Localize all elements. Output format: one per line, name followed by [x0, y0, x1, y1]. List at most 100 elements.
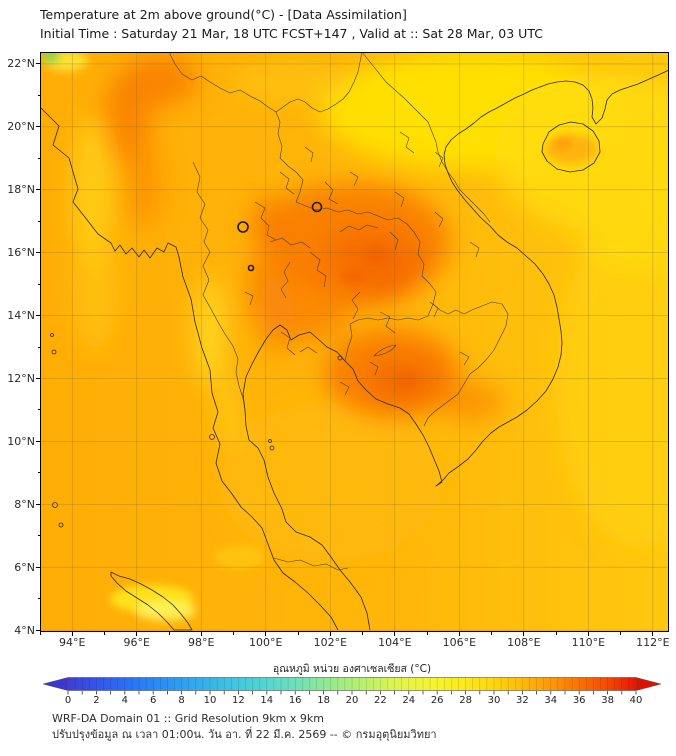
colorbar-tick-label: 24	[402, 695, 416, 706]
coast-gulf-vietnam-china	[242, 69, 669, 631]
footer-update-info: ปรับปรุงข้อมูล ณ เวลา 01:00น. วัน อา. ที…	[52, 727, 437, 741]
colorbar-under-arrow	[41, 677, 69, 691]
x-axis-minor-tick	[620, 632, 622, 635]
map-plot-area	[40, 52, 669, 632]
contour-circles	[237, 201, 323, 272]
colorbar-tick-label: 20	[345, 695, 359, 706]
colorbar-tick-label: 4	[121, 695, 128, 706]
colorbar-tick-label: 30	[487, 695, 501, 706]
lake-tonle-sap	[373, 344, 397, 357]
x-axis-minor-tick	[491, 632, 493, 635]
x-axis-major-tick	[458, 632, 460, 636]
colorbar-tick-label: 2	[93, 695, 100, 706]
political-boundaries	[168, 52, 509, 571]
y-axis-major-tick	[36, 503, 40, 505]
border-thailand-malaysia	[273, 557, 349, 571]
y-axis-tick-label: 14°N	[7, 309, 35, 323]
y-axis-major-tick	[36, 440, 40, 442]
x-axis-minor-tick	[362, 632, 364, 635]
colorbar-tick-label: 32	[516, 695, 529, 706]
x-axis-major-tick	[329, 632, 331, 636]
plot-title: Temperature at 2m above ground(°C) - [Da…	[40, 7, 407, 22]
x-axis-major-tick	[71, 632, 73, 636]
y-axis-tick-label: 16°N	[7, 246, 35, 260]
island	[269, 445, 275, 451]
colorbar-tick-label: 16	[288, 695, 302, 706]
y-axis-tick-label: 22°N	[7, 57, 35, 71]
y-axis-major-tick	[36, 629, 40, 631]
y-axis-tick-label: 10°N	[7, 434, 35, 448]
colorbar	[41, 677, 663, 696]
temperature-field	[40, 52, 669, 632]
y-axis-major-tick	[36, 126, 40, 128]
x-axis-major-tick	[587, 632, 589, 636]
colorbar-tick-label: 12	[232, 695, 245, 706]
island	[268, 439, 272, 443]
colorbar-gradient-bar	[67, 677, 637, 691]
colorbar-tick-label: 34	[544, 695, 558, 706]
x-axis-tick-label: 104°E	[378, 636, 412, 649]
x-axis-minor-tick	[233, 632, 235, 635]
coastlines	[40, 69, 669, 631]
colorbar-tick-labels: 0 2 4 6 8 10 12 14 16 18 20 22 24 26 28 30 32 34 36 38 40	[43, 695, 661, 707]
border-thailand-laos	[275, 111, 437, 305]
temperature-map-canvas	[40, 52, 669, 632]
y-axis-tick-label: 12°N	[7, 371, 35, 385]
y-axis-minor-tick	[37, 472, 40, 474]
island	[337, 355, 343, 361]
colorbar-tick-label: 38	[601, 695, 614, 706]
colorbar-tick-label: 14	[260, 695, 274, 706]
y-axis-major-tick	[36, 189, 40, 191]
x-axis-major-tick	[523, 632, 525, 636]
island	[52, 502, 58, 508]
colorbar-tick-label: 22	[374, 695, 387, 706]
x-axis-tick-label: 100°E	[249, 636, 283, 649]
island	[50, 333, 54, 337]
island	[51, 349, 57, 355]
x-axis-minor-tick	[297, 632, 299, 635]
y-axis-minor-tick	[37, 409, 40, 411]
x-axis-minor-tick	[168, 632, 170, 635]
y-axis-major-tick	[36, 63, 40, 65]
island	[209, 434, 215, 440]
border-cambodia	[344, 301, 509, 427]
lat-lon-gridlines	[40, 52, 669, 632]
colorbar-over-arrow	[635, 677, 663, 691]
x-axis-tick-label: 98°E	[188, 636, 215, 649]
footer-domain-info: WRF-DA Domain 01 :: Grid Resolution 9km …	[52, 712, 324, 725]
y-axis-major-tick	[36, 315, 40, 317]
coast-west-myanmar-peninsula	[40, 106, 339, 631]
border-vietnam-laos	[361, 52, 491, 223]
colorbar-tick-label: 10	[203, 695, 217, 706]
island	[58, 522, 64, 528]
x-axis-major-tick	[652, 632, 654, 636]
border-myanmar-thailand	[192, 161, 246, 411]
colorbar-tick-label: 8	[178, 695, 185, 706]
x-axis-tick-label: 102°E	[313, 636, 348, 649]
x-axis-major-tick	[394, 632, 396, 636]
border-north-indochina	[168, 52, 363, 113]
x-axis-minor-tick	[104, 632, 105, 635]
colorbar-label: อุณหภูมิ หน่วย องศาเซลเซียส (°C)	[272, 663, 432, 675]
colorbar-tick-label: 36	[572, 695, 586, 706]
coast-sumatra	[110, 571, 193, 631]
x-axis-major-tick	[265, 632, 267, 636]
y-axis-minor-tick	[37, 535, 40, 537]
y-axis-minor-tick	[37, 598, 40, 600]
y-axis-tick-label: 20°N	[7, 120, 35, 134]
province-boundaries	[244, 131, 480, 396]
y-axis-minor-tick	[37, 283, 40, 285]
colorbar-canvas	[41, 677, 663, 695]
footer-block: WRF-DA Domain 01 :: Grid Resolution 9km …	[52, 711, 437, 742]
colorbar-tick-label: 40	[629, 695, 643, 706]
map-border-frame	[40, 52, 669, 632]
y-axis-tick-label: 6°N	[14, 560, 35, 574]
x-axis-minor-tick	[39, 632, 41, 635]
colorbar-tick-label: 26	[430, 695, 444, 706]
coast-hainan-island	[541, 121, 601, 173]
colorbar-tick-label: 6	[150, 695, 157, 706]
x-axis-minor-tick	[426, 632, 428, 635]
y-axis-major-tick	[36, 566, 40, 568]
x-axis-minor-tick	[555, 632, 557, 635]
